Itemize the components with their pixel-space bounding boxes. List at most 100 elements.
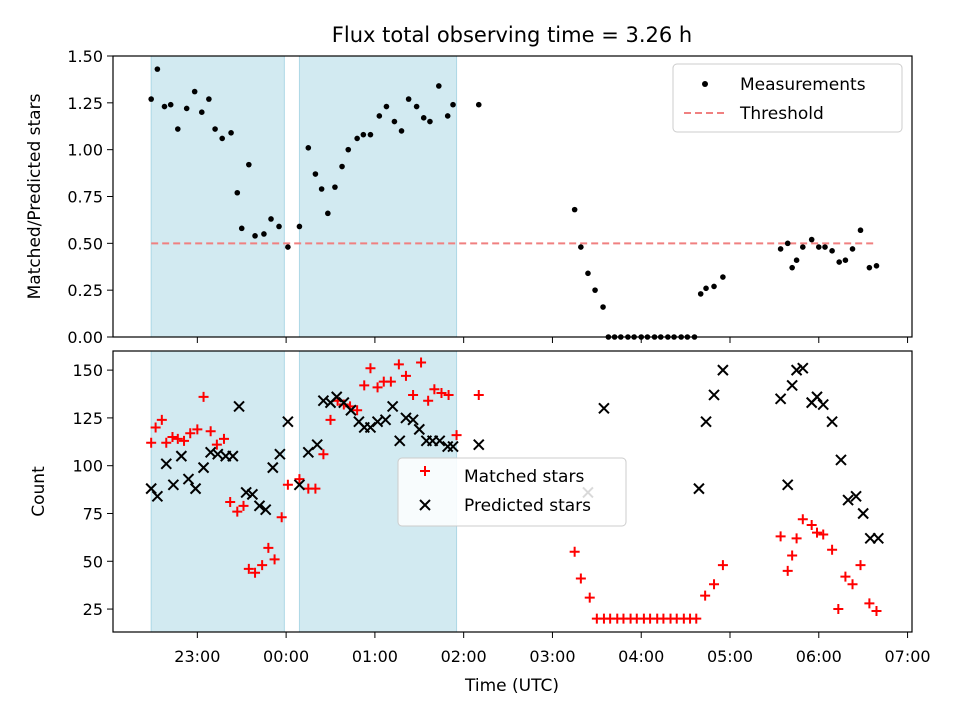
matched-star-marker: [443, 389, 454, 400]
matched-star-marker: [812, 527, 823, 538]
matched-star-marker: [172, 433, 183, 444]
measurement-point: [175, 126, 181, 132]
shaded-interval-0: [150, 55, 285, 338]
measurement-point: [475, 101, 482, 108]
matched-star-marker: [416, 357, 427, 368]
measurement-point: [444, 113, 451, 119]
matched-star-marker: [156, 414, 167, 425]
measurement-point: [849, 246, 856, 252]
matched-star-marker: [473, 389, 484, 400]
matched-star-marker: [569, 546, 580, 557]
measurement-point: [167, 101, 174, 108]
measurement-point: [711, 283, 717, 290]
matched-star-marker: [827, 544, 838, 555]
predicted-star-marker: [197, 461, 210, 474]
measurement-point: [857, 227, 864, 234]
bottom-x-axis-ticks: 23:00 00:00 01:00 02:00 03:00 04:00 05:00 06:00…: [174, 632, 931, 666]
predicted-star-marker: [259, 503, 272, 516]
predicted-star-marker: [782, 479, 794, 491]
measurement-point: [842, 257, 849, 263]
shaded-interval-0: [150, 350, 285, 633]
matched-star-marker: [691, 613, 702, 624]
measurement-point: [354, 135, 360, 142]
x-tick-label: 02:00: [441, 647, 487, 666]
measurement-point: [305, 144, 312, 151]
measurement-point: [234, 189, 241, 196]
measurement-point: [191, 88, 198, 95]
matched-star-marker: [451, 430, 462, 441]
measurement-point: [398, 128, 405, 134]
measurement-point: [206, 96, 212, 102]
predicted-star-marker: [293, 479, 306, 491]
measurement-point: [720, 274, 726, 280]
matched-star-marker: [179, 435, 190, 446]
measurement-point: [219, 135, 225, 142]
shaded-interval-1: [298, 55, 458, 338]
matched-star-marker: [782, 565, 793, 576]
predicted-star-marker: [317, 394, 330, 407]
x-tick-label: 07:00: [885, 647, 931, 666]
measurement-point: [436, 83, 442, 89]
predicted-star-marker: [394, 435, 406, 447]
matched-star-marker: [717, 560, 728, 571]
matched-star-marker: [269, 554, 280, 565]
matched-star-marker: [855, 560, 866, 571]
legend-matched-label: Matched stars: [464, 467, 584, 487]
matched-star-marker: [318, 449, 329, 460]
matched-star-marker: [864, 598, 875, 609]
measurement-point: [789, 264, 795, 271]
matched-star-marker: [232, 506, 243, 517]
matched-star-marker: [161, 437, 172, 448]
matched-star-marker: [847, 579, 858, 590]
predicted-star-marker: [151, 490, 164, 502]
matched-star-marker: [393, 359, 404, 370]
measurement-point: [697, 291, 704, 297]
legend-measurements-marker: [702, 81, 708, 87]
measurement-point: [600, 304, 606, 310]
bottom-legend: Matched stars Predicted stars: [397, 457, 627, 527]
predicted-star-marker: [790, 364, 803, 376]
matched-star-marker: [372, 382, 383, 393]
legend-measurements-label: Measurements: [740, 75, 866, 95]
matched-star-marker: [257, 560, 268, 571]
y-tick-label: 25: [83, 600, 103, 619]
top-measurement-points: [148, 66, 880, 340]
predicted-star-marker: [598, 402, 610, 415]
predicted-star-marker: [786, 379, 798, 392]
measurement-point: [592, 287, 598, 293]
measurement-point: [198, 109, 205, 115]
top-legend-box: [672, 63, 903, 133]
y-tick-label: 1.25: [67, 94, 103, 113]
measurement-point: [703, 285, 709, 292]
predicted-star-marker: [413, 423, 425, 436]
measurement-point: [383, 103, 390, 110]
legend-threshold-label: Threshold: [739, 104, 824, 124]
predicted-star-marker: [400, 412, 412, 424]
measurement-point: [161, 103, 168, 110]
predicted-star-marker: [850, 490, 862, 502]
matched-star-marker: [263, 542, 274, 553]
predicted-star-marker: [345, 404, 357, 416]
measurement-point: [427, 118, 433, 125]
predicted-star-marker: [267, 461, 279, 474]
measurement-point: [784, 240, 791, 247]
measurement-point: [268, 216, 274, 222]
top-y-axis-ticks: 0.00 0.25 0.50 0.75 1.00 1.25 1.50: [67, 47, 113, 347]
matched-star-marker: [436, 388, 447, 399]
measurement-point: [339, 163, 345, 170]
y-tick-label: 50: [83, 552, 103, 571]
measurement-point: [325, 210, 331, 217]
matched-star-marker: [806, 519, 817, 530]
predicted-star-marker: [693, 482, 705, 495]
measurement-point: [212, 126, 218, 132]
y-tick-label: 1.50: [67, 47, 103, 66]
x-tick-label: 04:00: [618, 647, 664, 666]
measurement-point: [585, 270, 591, 277]
matched-star-marker: [423, 395, 434, 406]
matched-star-marker: [818, 529, 829, 540]
y-tick-label: 75: [83, 504, 103, 523]
predicted-star-marker: [386, 400, 399, 413]
predicted-star-marker: [233, 400, 245, 413]
predicted-star-marker: [717, 364, 729, 376]
predicted-star-marker: [826, 416, 838, 428]
